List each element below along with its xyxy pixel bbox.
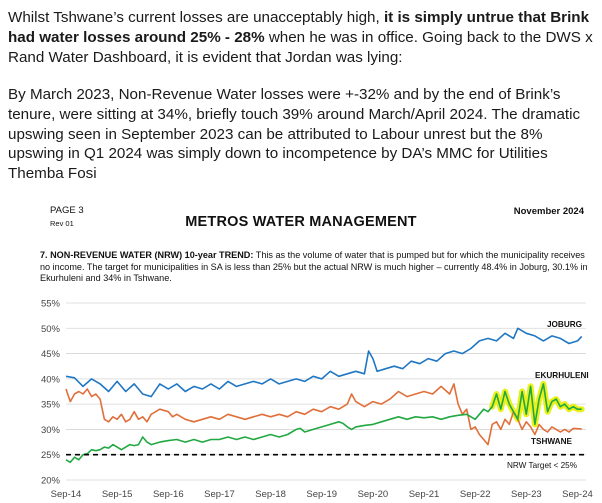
x-tick-label: Sep-24	[562, 489, 593, 500]
x-tick-label: Sep-19	[306, 489, 337, 500]
y-tick-label: 55%	[41, 299, 61, 310]
p1-text-c: when he was in office. Going back to the…	[8, 28, 593, 66]
revision-label: Rev 01	[50, 219, 74, 228]
x-tick-label: Sep-16	[153, 489, 184, 500]
chart-description-heading: 7. NON-REVENUE WATER (NRW) 10-year TREND…	[40, 250, 254, 260]
article-paragraph-1: Whilst Tshwane’s current losses are unac…	[8, 8, 596, 67]
x-tick-label: Sep-18	[255, 489, 286, 500]
p1-text-bold: it is simply untrue that Brink had water…	[8, 9, 590, 46]
y-tick-label: 20%	[41, 476, 61, 487]
x-tick-label: Sep-23	[511, 489, 542, 500]
series-label-joburg: JOBURG	[547, 320, 582, 329]
x-tick-label: Sep-20	[358, 489, 389, 500]
y-tick-label: 40%	[41, 374, 61, 385]
x-tick-label: Sep-17	[204, 489, 235, 500]
report-date: November 2024	[513, 206, 584, 217]
y-tick-label: 25%	[41, 450, 61, 461]
chart-description: 7. NON-REVENUE WATER (NRW) 10-year TREND…	[40, 250, 590, 285]
series-label-tshwane: EKURHULENI	[535, 371, 589, 380]
p1-text-a: Whilst Tshwane’s current losses are unac…	[8, 9, 384, 26]
target-label: NRW Target < 25%	[507, 461, 577, 470]
series-label-ekurhuleni: TSHWANE	[531, 437, 572, 446]
y-tick-label: 45%	[41, 349, 61, 360]
series-line-ekurhuleni	[65, 383, 582, 464]
chart-description-body: This as the volume of water that is pump…	[40, 250, 588, 284]
page-number: PAGE 3	[50, 205, 84, 216]
article-paragraph-2: By March 2023, Non-Revenue Water losses …	[8, 86, 581, 183]
x-tick-label: Sep-22	[460, 489, 491, 500]
y-tick-label: 35%	[41, 400, 61, 411]
y-tick-label: 50%	[41, 324, 61, 335]
x-tick-label: Sep-21	[409, 489, 440, 500]
report-title: METROS WATER MANAGEMENT	[185, 214, 417, 230]
series-line-joburg	[65, 327, 583, 398]
x-tick-label: Sep-15	[102, 489, 133, 500]
x-tick-label: Sep-14	[51, 489, 82, 500]
y-tick-label: 30%	[41, 425, 61, 436]
